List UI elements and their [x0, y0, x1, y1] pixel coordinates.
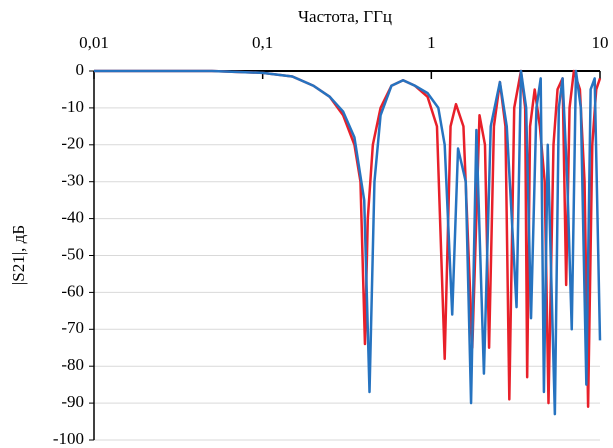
y-tick-label: -60	[61, 281, 84, 300]
y-tick-label: -50	[61, 244, 84, 263]
y-tick-label: -20	[61, 134, 84, 153]
x-tick-label: 10	[592, 33, 609, 52]
y-tick-label: -10	[61, 97, 84, 116]
y-tick-label: -80	[61, 355, 84, 374]
y-tick-label: -100	[53, 429, 84, 448]
y-tick-label: -30	[61, 171, 84, 190]
series-line	[94, 69, 602, 416]
x-tick-label: 1	[427, 33, 436, 52]
y-tick-label: -90	[61, 392, 84, 411]
chart-title: Частота, ГГц	[298, 7, 392, 26]
x-tick-label: 0,01	[79, 33, 109, 52]
y-tick-label: -70	[61, 318, 84, 337]
y-tick-label: 0	[76, 60, 85, 79]
series-line	[94, 69, 602, 409]
y-tick-label: -40	[61, 208, 84, 227]
x-tick-label: 0,1	[252, 33, 273, 52]
y-axis-label: |S21|, дБ	[9, 225, 28, 285]
